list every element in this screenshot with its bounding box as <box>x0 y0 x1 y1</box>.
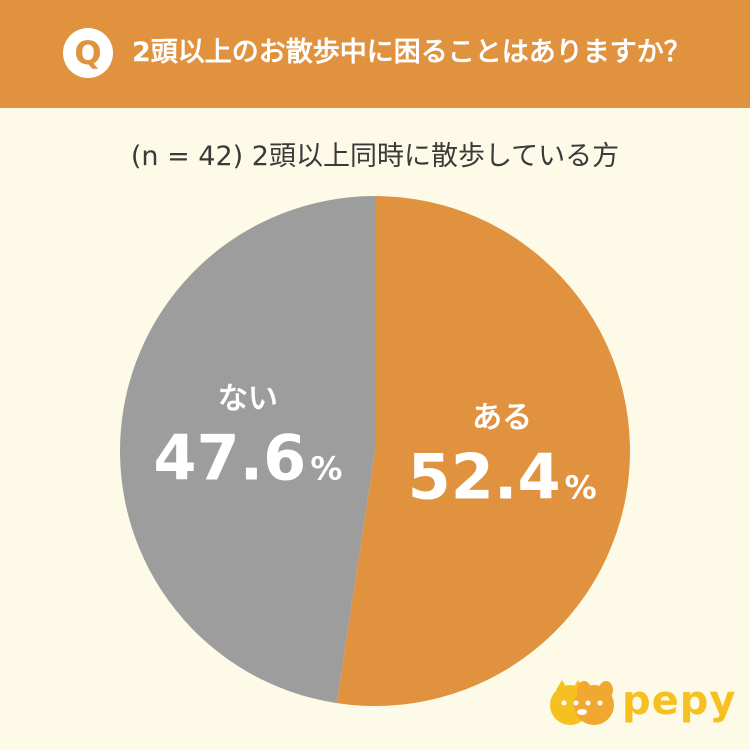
q-badge: Q <box>63 28 113 78</box>
slice-category-label: ある <box>472 401 532 436</box>
dog-cat-logo-icon <box>550 680 614 725</box>
chart-subtitle: (n = 42) 2頭以上同時に散歩している方 <box>130 141 620 172</box>
question-header: Q 2頭以上のお散歩中に困ることはありますか？ <box>0 0 750 108</box>
logo-text: pepy <box>622 678 737 724</box>
question-text: 2頭以上のお散歩中に困ることはありますか？ <box>132 37 691 68</box>
pie-slice-1 <box>119 196 375 704</box>
pie-slice-0 <box>336 196 630 706</box>
pepy-logo: pepy <box>548 678 735 728</box>
slice-value-label: 52.4% <box>408 441 597 514</box>
slice-value-label: 47.6% <box>153 421 342 494</box>
slice-category-label: ない <box>218 381 278 416</box>
